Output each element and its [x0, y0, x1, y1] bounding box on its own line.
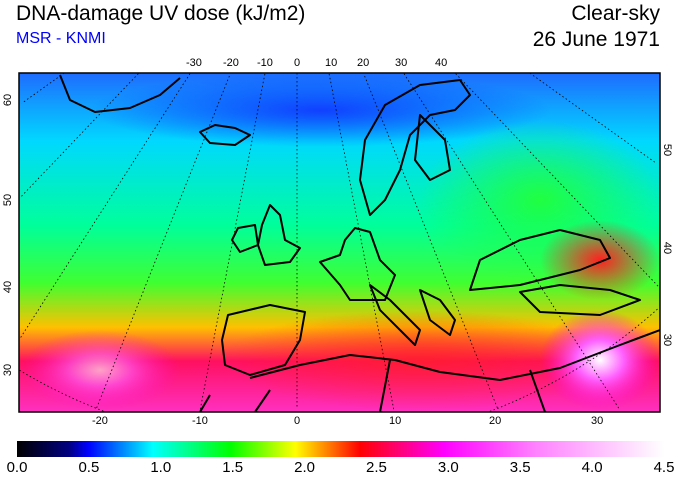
lat-tick: 30 [2, 363, 15, 377]
lon-tick: -20 [223, 57, 239, 69]
lat-tick: 40 [661, 241, 674, 255]
parallel-line [489, 307, 660, 412]
colorbar-label: 3.0 [437, 459, 459, 476]
lon-tick: 30 [591, 415, 604, 427]
lon-tick: -30 [186, 57, 202, 69]
meridian-line [95, 75, 230, 411]
meridian-line [21, 73, 65, 104]
meridian-line [19, 73, 139, 199]
meridian-line [328, 73, 395, 412]
colorbar-label: 3.5 [509, 459, 531, 476]
colorbar [17, 441, 664, 457]
colorbar-label: 1.5 [222, 459, 244, 476]
lon-tick: -10 [192, 415, 208, 427]
meridian-line [199, 73, 266, 412]
graticule [19, 73, 660, 412]
lon-tick: -20 [92, 415, 108, 427]
map-frame [18, 72, 661, 413]
meridian-line [403, 73, 621, 411]
meridian-line [455, 73, 660, 289]
lon-tick: 10 [389, 415, 402, 427]
lon-tick: 0 [294, 57, 301, 69]
colorbar-label: 0.5 [78, 459, 100, 476]
coastlines [59, 74, 660, 412]
colorbar-label: 2.5 [366, 459, 387, 476]
lon-tick: 40 [435, 57, 448, 69]
lon-tick: 20 [489, 415, 502, 427]
date-label: 26 June 1971 [532, 28, 660, 51]
lon-tick: 20 [357, 57, 370, 69]
lat-tick: 60 [2, 93, 15, 107]
lat-tick: 50 [661, 143, 674, 157]
lat-tick: 50 [2, 193, 15, 207]
colorbar-label: 4.5 [653, 459, 675, 476]
meridian-line [364, 75, 499, 411]
lon-tick: 10 [325, 57, 338, 69]
colorbar-label: 4.0 [581, 459, 603, 476]
colorbar-label: 1.0 [150, 459, 172, 476]
colorbar-label: 0.0 [6, 459, 28, 476]
source-label: MSR - KNMI [16, 30, 106, 47]
lat-tick: 30 [661, 333, 674, 347]
lat-tick: 40 [2, 280, 15, 294]
lon-tick: 0 [294, 415, 301, 427]
colorbar-label: 2.0 [294, 459, 315, 476]
lon-tick: 30 [395, 57, 408, 69]
condition-label: Clear-sky [571, 2, 660, 25]
lon-tick: -10 [257, 57, 273, 69]
meridian-line [19, 73, 191, 340]
map-title: DNA-damage UV dose (kJ/m2) [16, 2, 306, 25]
